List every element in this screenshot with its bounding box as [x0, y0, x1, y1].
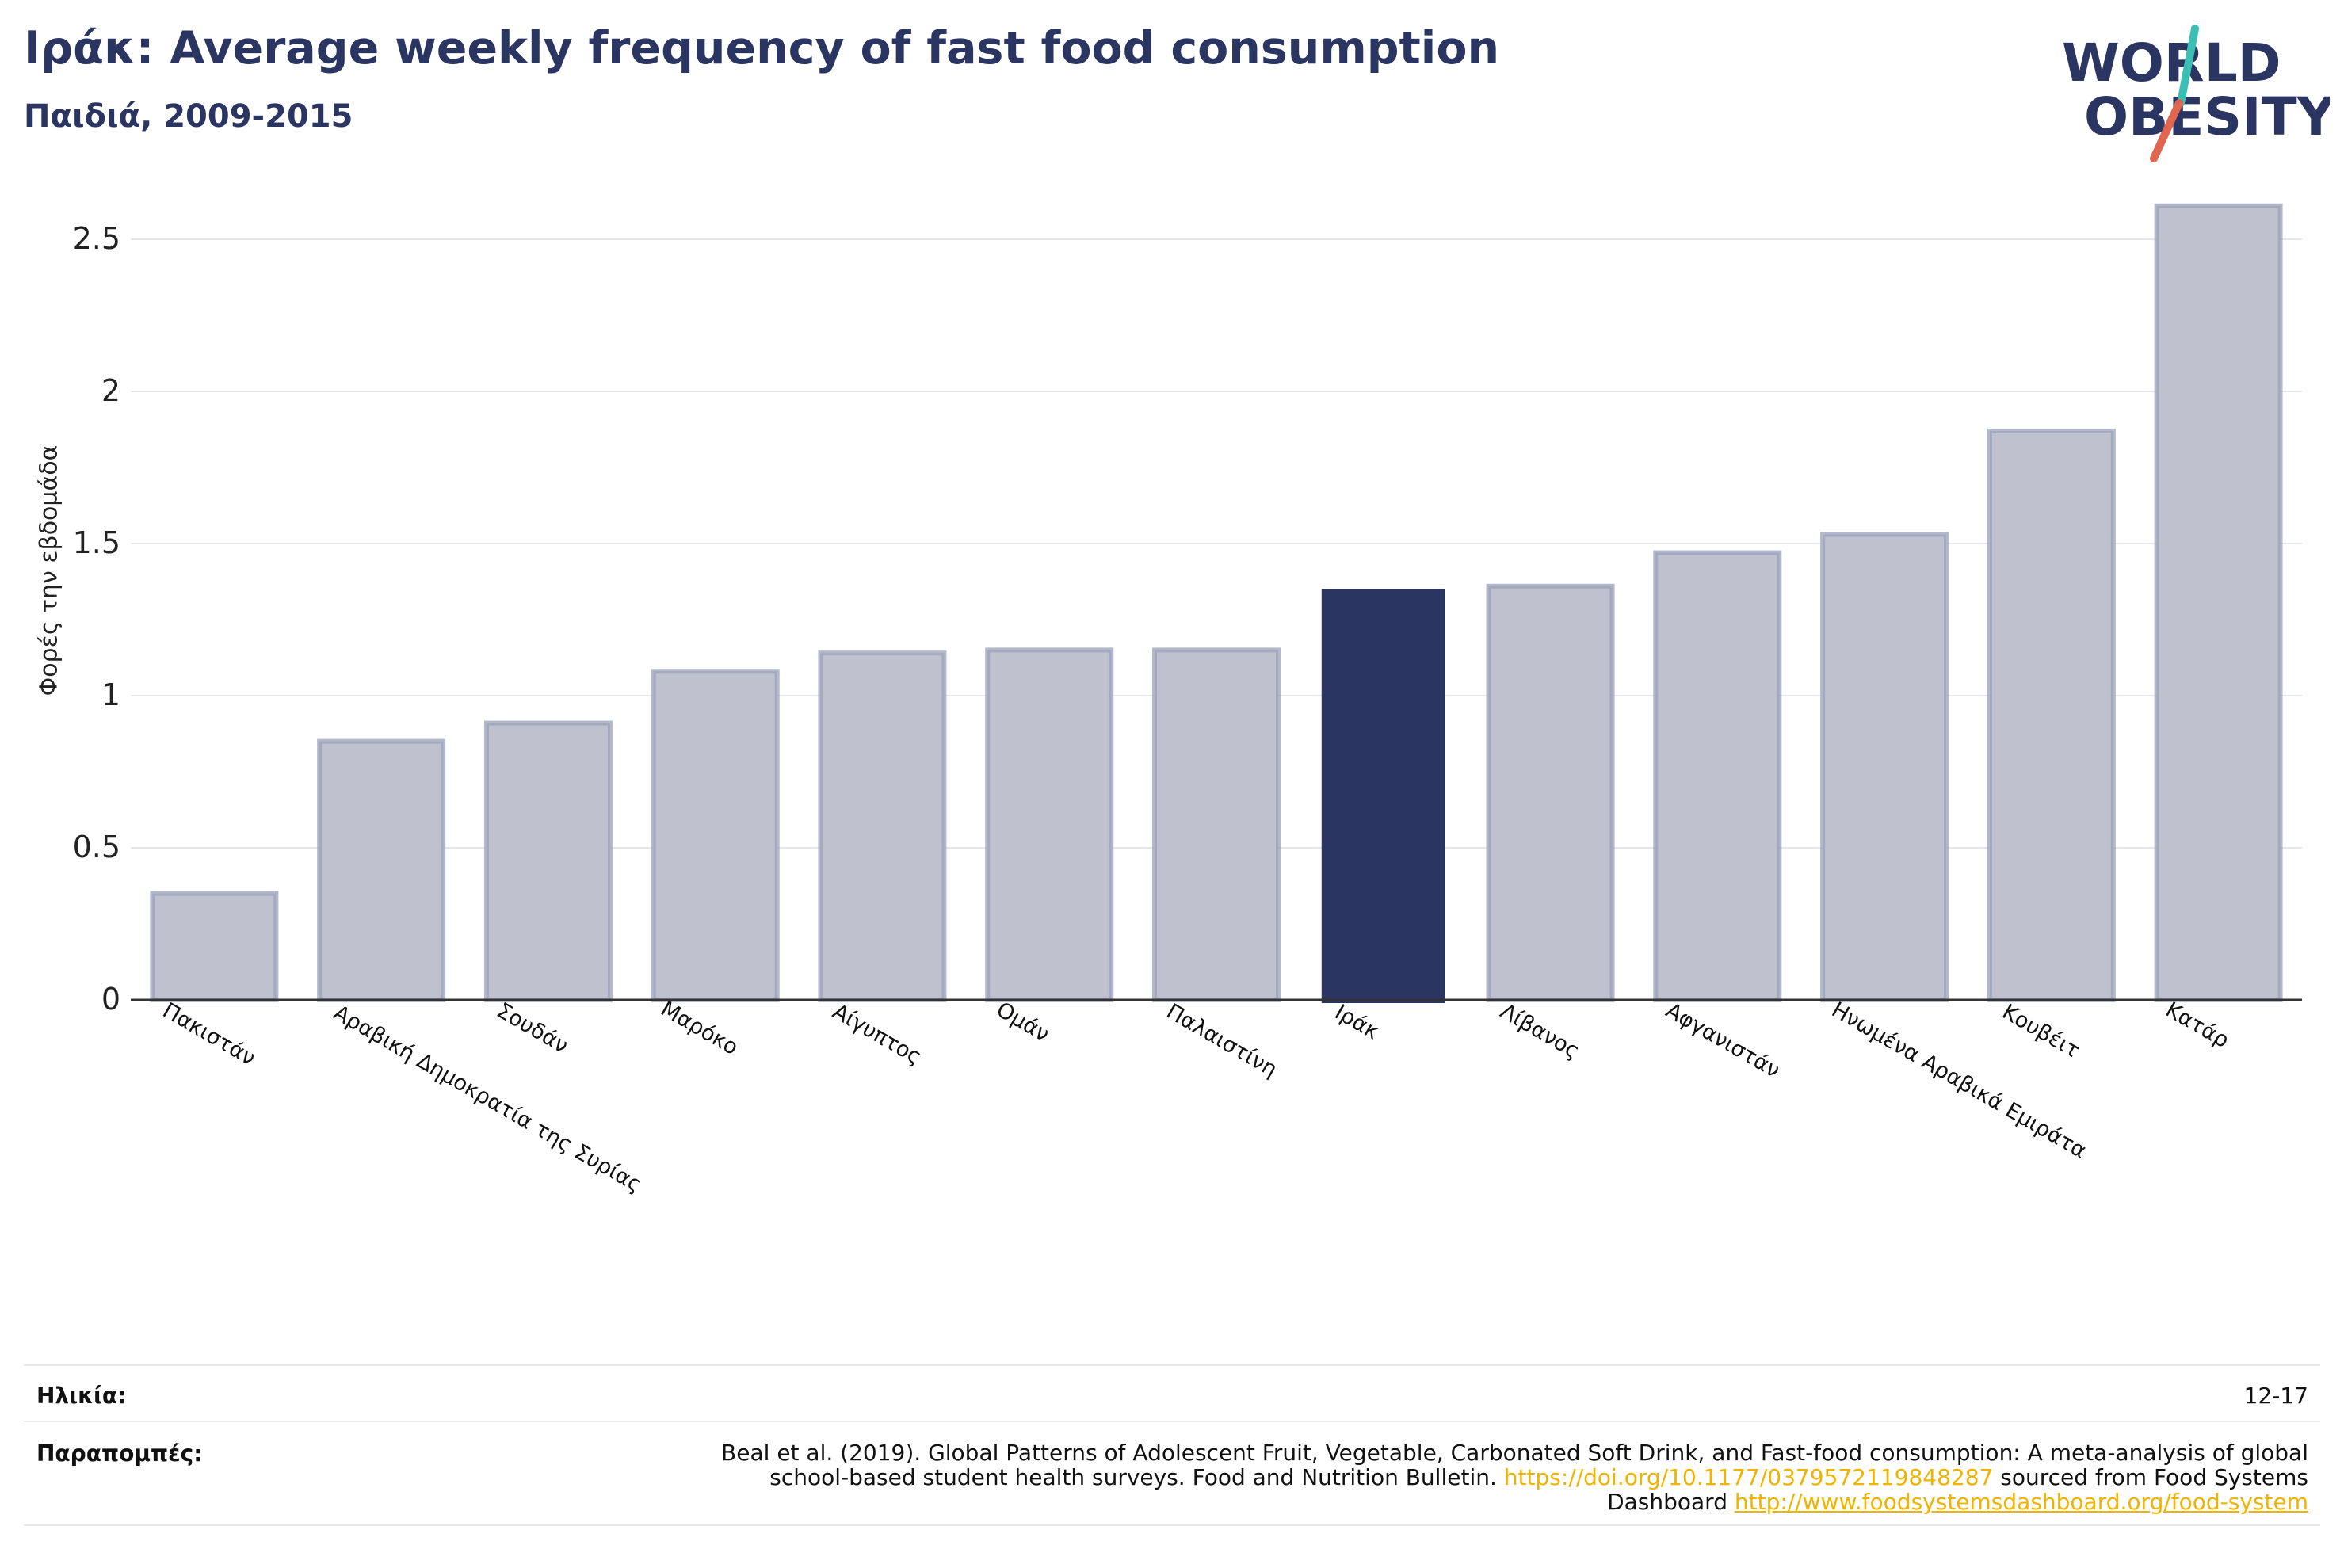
bar: [1152, 647, 1281, 1003]
footer-divider-bottom: [24, 1524, 2320, 1526]
x-tick-label: Πακιστάν: [158, 998, 260, 1071]
y-tick-label: 1: [101, 677, 120, 712]
bar: [1653, 550, 1782, 1002]
references-body-2: sourced from Food Systems Dashboard: [1607, 1464, 2308, 1515]
bar: [1987, 428, 2116, 1002]
bar: [985, 647, 1114, 1003]
bar: [2154, 203, 2283, 1002]
bar: [317, 738, 446, 1002]
doi-link[interactable]: https://doi.org/10.1177/0379572119848287: [1503, 1464, 1994, 1490]
bar: [651, 669, 780, 1003]
bar-highlighted: [1321, 589, 1445, 1003]
age-value: 12-17: [2243, 1383, 2308, 1409]
x-tick-label: Αίγυπτος: [828, 999, 926, 1070]
y-tick-label: 0.5: [73, 830, 120, 864]
bar-chart: 0 0.5 1 1.5 2 2.5 Πακιστάν Αραβική Δημοκρατία τ…: [73, 203, 2302, 1198]
bar: [483, 720, 613, 1002]
bar: [1820, 532, 1949, 1002]
x-tick-label: Σουδάν: [492, 998, 572, 1059]
logo-slash-teal: [2177, 25, 2199, 107]
y-tick-label: 2.5: [73, 221, 120, 256]
x-tick-label: Μαρόκο: [656, 997, 742, 1060]
logo-slash-coral: [2150, 99, 2183, 162]
x-tick-label: Αραβική Δημοκρατία της Συρίας: [330, 1001, 647, 1198]
x-tick-label: Παλαιστίνη: [1162, 999, 1281, 1082]
y-tick-label: 0: [101, 982, 120, 1017]
chart-title: Ιράκ: Average weekly frequency of fast f…: [24, 22, 1500, 74]
references-text: Beal et al. (2019). Global Patterns of A…: [684, 1440, 2308, 1514]
y-tick-label: 2: [101, 373, 120, 408]
references-label: Παραπομπές:: [36, 1440, 203, 1467]
footer-divider-middle: [24, 1421, 2320, 1422]
y-tick-label: 1.5: [73, 525, 120, 560]
world-obesity-logo: WORLD OBESITY: [2062, 25, 2330, 162]
bar: [1486, 583, 1615, 1002]
logo-text-world: WORLD: [2062, 32, 2281, 93]
references-body-1: Beal et al. (2019). Global Patterns of A…: [721, 1440, 2308, 1490]
x-tick-label: Ιράκ: [1330, 1000, 1384, 1044]
x-tick-label: Κουβέιτ: [1998, 1000, 2083, 1063]
age-label: Ηλικία:: [36, 1383, 127, 1409]
bar: [818, 650, 947, 1002]
x-tick-label: Λίβανος: [1496, 999, 1584, 1064]
bar: [150, 891, 279, 1002]
x-tick-label: Αφγανιστάν: [1662, 998, 1785, 1083]
food-systems-link[interactable]: http://www.foodsystemsdashboard.org/food…: [1734, 1489, 2308, 1515]
chart-subtitle: Παιδιά, 2009-2015: [24, 98, 353, 135]
y-axis-label: Φορές την εβδομάδα: [35, 444, 63, 696]
footer-divider-top: [24, 1364, 2320, 1366]
logo-text-obesity: OBESITY: [2084, 86, 2330, 147]
x-tick-label: Ομάν: [992, 998, 1053, 1047]
x-tick-label: Κατάρ: [2161, 998, 2233, 1053]
